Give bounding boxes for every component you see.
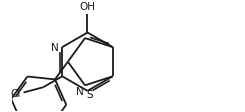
Text: OH: OH — [79, 2, 96, 12]
Text: Cl: Cl — [11, 88, 21, 98]
Text: N: N — [76, 86, 84, 96]
Text: N: N — [51, 43, 58, 53]
Text: S: S — [86, 89, 93, 99]
